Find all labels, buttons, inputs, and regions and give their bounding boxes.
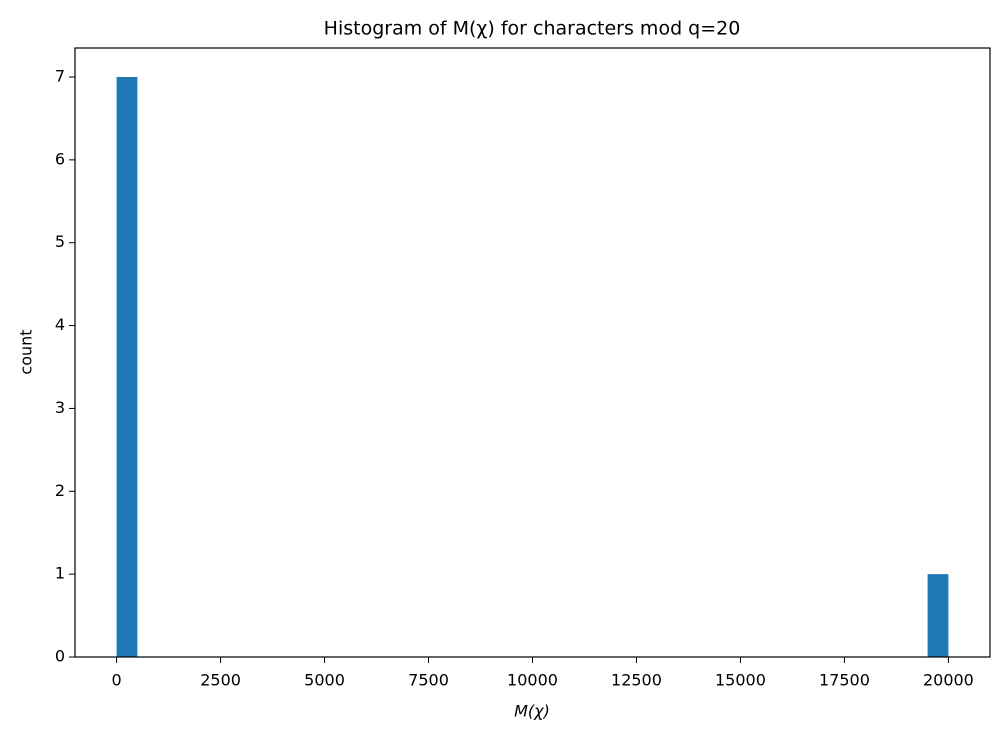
bar [116, 77, 138, 657]
x-tick-label: 17500 [819, 671, 870, 690]
y-tick-label: 4 [55, 315, 65, 334]
chart-title: Histogram of M(χ) for characters mod q=2… [324, 18, 741, 40]
y-tick-label: 0 [55, 647, 65, 666]
x-tick-label: 15000 [715, 671, 766, 690]
x-tick-label: 7500 [408, 671, 449, 690]
plot-frame [74, 47, 991, 658]
x-axis-label: M(χ) [514, 702, 550, 721]
x-tick-label: 5000 [304, 671, 345, 690]
x-tick-label: 2500 [200, 671, 241, 690]
bar [927, 574, 949, 657]
y-tick-label: 1 [55, 564, 65, 583]
y-tick-label: 6 [55, 149, 65, 168]
y-tick-label: 3 [55, 398, 65, 417]
x-tick-label: 12500 [611, 671, 662, 690]
y-tick-label: 5 [55, 232, 65, 251]
y-axis-label: count [17, 329, 36, 374]
y-tick-label: 2 [55, 481, 65, 500]
x-tick-label: 10000 [507, 671, 558, 690]
x-tick-label: 20000 [923, 671, 974, 690]
x-tick-label: 0 [111, 671, 121, 690]
y-tick-label: 7 [55, 67, 65, 86]
